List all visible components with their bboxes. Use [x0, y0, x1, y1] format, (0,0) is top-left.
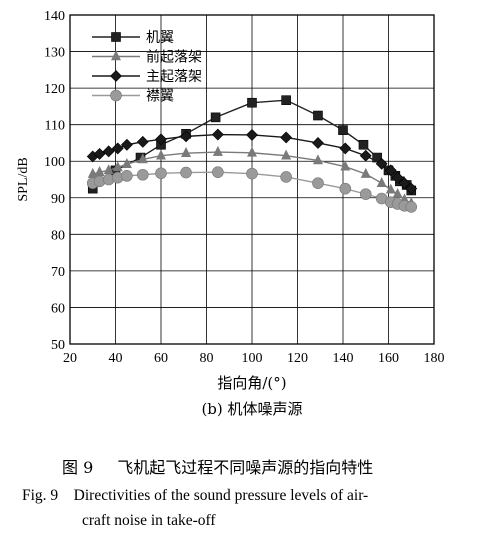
data-point: [280, 131, 293, 144]
legend-marker: [111, 50, 121, 61]
data-point: [398, 177, 411, 190]
legend-label: 机翼: [146, 30, 174, 46]
data-point: [246, 167, 258, 180]
x-tick-label: 40: [109, 351, 123, 366]
series-3: [86, 128, 418, 195]
legend-marker: [111, 32, 121, 42]
data-point: [121, 170, 133, 182]
data-point: [181, 147, 192, 157]
data-point: [391, 171, 404, 184]
data-point: [340, 160, 351, 171]
data-point: [359, 149, 372, 162]
x-tick-label: 180: [424, 351, 445, 366]
data-point: [359, 188, 372, 200]
x-tick-label: 80: [200, 351, 214, 366]
data-point: [312, 177, 324, 189]
data-point: [102, 145, 115, 158]
data-point: [313, 110, 323, 121]
legend-marker: [110, 89, 122, 102]
data-point: [312, 154, 323, 165]
data-point: [405, 201, 418, 213]
figure-caption-cn: 图 9 飞机起飞过程不同噪声源的指向特性: [62, 454, 504, 478]
data-point: [339, 142, 352, 155]
y-tick-label: 110: [45, 119, 65, 134]
data-point: [137, 168, 149, 181]
legend-label: 前起落架: [146, 49, 202, 66]
data-point: [137, 153, 148, 164]
data-point: [136, 135, 149, 148]
x-tick-label: 160: [378, 351, 399, 366]
y-tick-label: 140: [44, 9, 65, 24]
data-point: [155, 167, 167, 180]
x-axis-label: 指向角/(°): [217, 374, 286, 392]
data-point: [120, 138, 133, 151]
y-tick-label: 90: [51, 192, 65, 207]
data-point: [212, 166, 224, 178]
figure-title-cn: 飞机起飞过程不同噪声源的指向特性: [117, 458, 374, 477]
figure-number-cn: 图 9: [62, 458, 94, 477]
data-point: [385, 183, 396, 194]
y-tick-label: 50: [51, 338, 65, 353]
plot-frame: [69, 14, 435, 345]
y-tick-label: 130: [44, 46, 65, 61]
data-point: [281, 149, 292, 160]
data-point: [384, 164, 397, 177]
data-point: [281, 95, 291, 105]
data-point: [93, 147, 106, 160]
data-point: [405, 182, 418, 195]
subfigure-caption: (b) 机体噪声源: [201, 400, 303, 418]
data-point: [180, 130, 192, 143]
data-point: [376, 176, 387, 187]
data-point: [247, 97, 257, 108]
chart: 20 40 60 80 100 120 140 160 180 50 60 70 80 90 100 110 1…: [16, 9, 445, 392]
data-point: [358, 139, 369, 150]
data-point: [212, 145, 223, 156]
x-tick-label: 100: [242, 351, 263, 366]
gridlines: [69, 14, 435, 345]
y-tick-label: 100: [44, 155, 65, 170]
data-point: [392, 187, 403, 198]
legend-label: 襟翼: [146, 89, 174, 105]
figure-caption-en-line2: craft noise in take-off: [82, 512, 216, 529]
y-tick-label: 60: [51, 301, 65, 316]
data-point: [246, 128, 258, 141]
y-axis-label: SPL/dB: [16, 157, 31, 201]
x-tick-label: 20: [63, 351, 77, 366]
series-4: [86, 166, 418, 213]
data-point: [360, 167, 371, 178]
data-point: [247, 146, 257, 157]
y-tick-label: 80: [51, 228, 65, 243]
y-tick-label: 70: [51, 265, 65, 280]
data-point: [112, 161, 123, 172]
legend-label: 主起落架: [146, 69, 202, 85]
data-point: [339, 182, 352, 195]
data-point: [180, 166, 192, 179]
x-tick-label: 140: [333, 351, 354, 366]
legend-marker: [110, 70, 122, 82]
data-point: [375, 157, 388, 170]
data-point: [211, 128, 224, 141]
x-tick-label: 60: [154, 351, 168, 366]
data-point: [312, 137, 324, 149]
data-point: [280, 171, 292, 183]
y-tick-label: 120: [44, 82, 65, 97]
data-point: [210, 112, 221, 123]
x-tick-label: 120: [287, 351, 308, 366]
figure-caption-en-line1: Fig. 9 Directivities of the sound pressu…: [22, 487, 369, 504]
data-point: [155, 133, 167, 146]
data-point: [156, 149, 166, 160]
data-point: [121, 157, 132, 168]
data-point: [338, 125, 348, 135]
data-point: [111, 142, 124, 155]
